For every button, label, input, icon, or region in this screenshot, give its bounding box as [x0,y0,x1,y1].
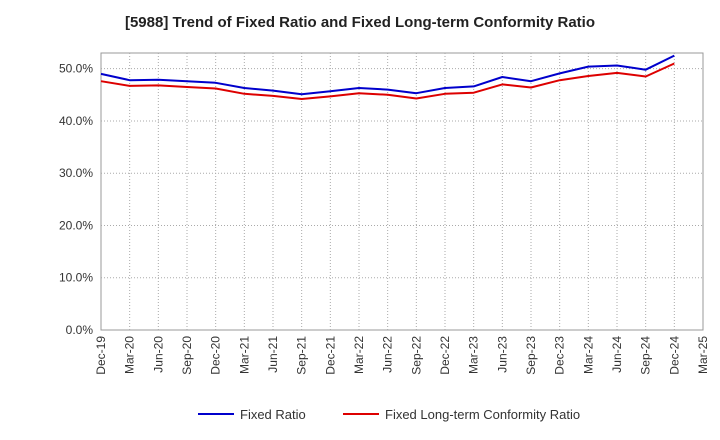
x-tick-label: Dec-24 [667,336,681,375]
y-tick-label: 40.0% [59,114,93,128]
x-tick-label: Dec-23 [553,336,567,375]
x-tick-label: Sep-20 [180,336,194,375]
x-tick-label: Dec-19 [94,336,108,375]
x-tick-label: Mar-21 [237,336,251,374]
legend: Fixed Ratio Fixed Long-term Conformity Ra… [198,407,580,422]
x-tick-label: Mar-24 [581,336,595,374]
x-tick-label: Mar-20 [123,336,137,374]
legend-label: Fixed Ratio [240,407,306,422]
series-line [100,54,675,96]
x-tick-label: Sep-24 [639,336,653,375]
x-tick-label: Sep-22 [409,336,423,375]
y-tick-label: 10.0% [59,271,93,285]
x-tick-label: Dec-22 [438,336,452,375]
y-tick-label: 0.0% [66,323,94,337]
legend-label: Fixed Long-term Conformity Ratio [385,407,580,422]
x-tick-label: Jun-22 [381,336,395,373]
x-tick-label: Sep-23 [524,336,538,375]
series-lines [100,54,675,100]
x-tick-label: Jun-20 [151,336,165,373]
series-line [100,62,675,100]
chart-title: [5988] Trend of Fixed Ratio and Fixed Lo… [124,14,596,31]
x-tick-label: Dec-21 [323,336,337,375]
x-tick-label: Dec-20 [209,336,223,375]
x-tick-label: Sep-21 [295,336,309,375]
axis-labels: 0.0% 10.0% 20.0% 30.0% 40.0% 50.0% Dec-19 Mar-2… [59,62,710,375]
y-tick-label: 50.0% [59,62,93,76]
x-tick-label: Mar-23 [467,336,481,374]
x-tick-label: Mar-25 [696,336,710,374]
grid-lines [101,53,703,330]
x-tick-label: Jun-23 [495,336,509,373]
y-tick-label: 30.0% [59,166,93,180]
x-tick-label: Jun-21 [266,336,280,373]
y-tick-label: 20.0% [59,218,93,232]
x-tick-label: Mar-22 [352,336,366,374]
x-tick-label: Jun-24 [610,336,624,373]
plot-area [100,52,704,331]
